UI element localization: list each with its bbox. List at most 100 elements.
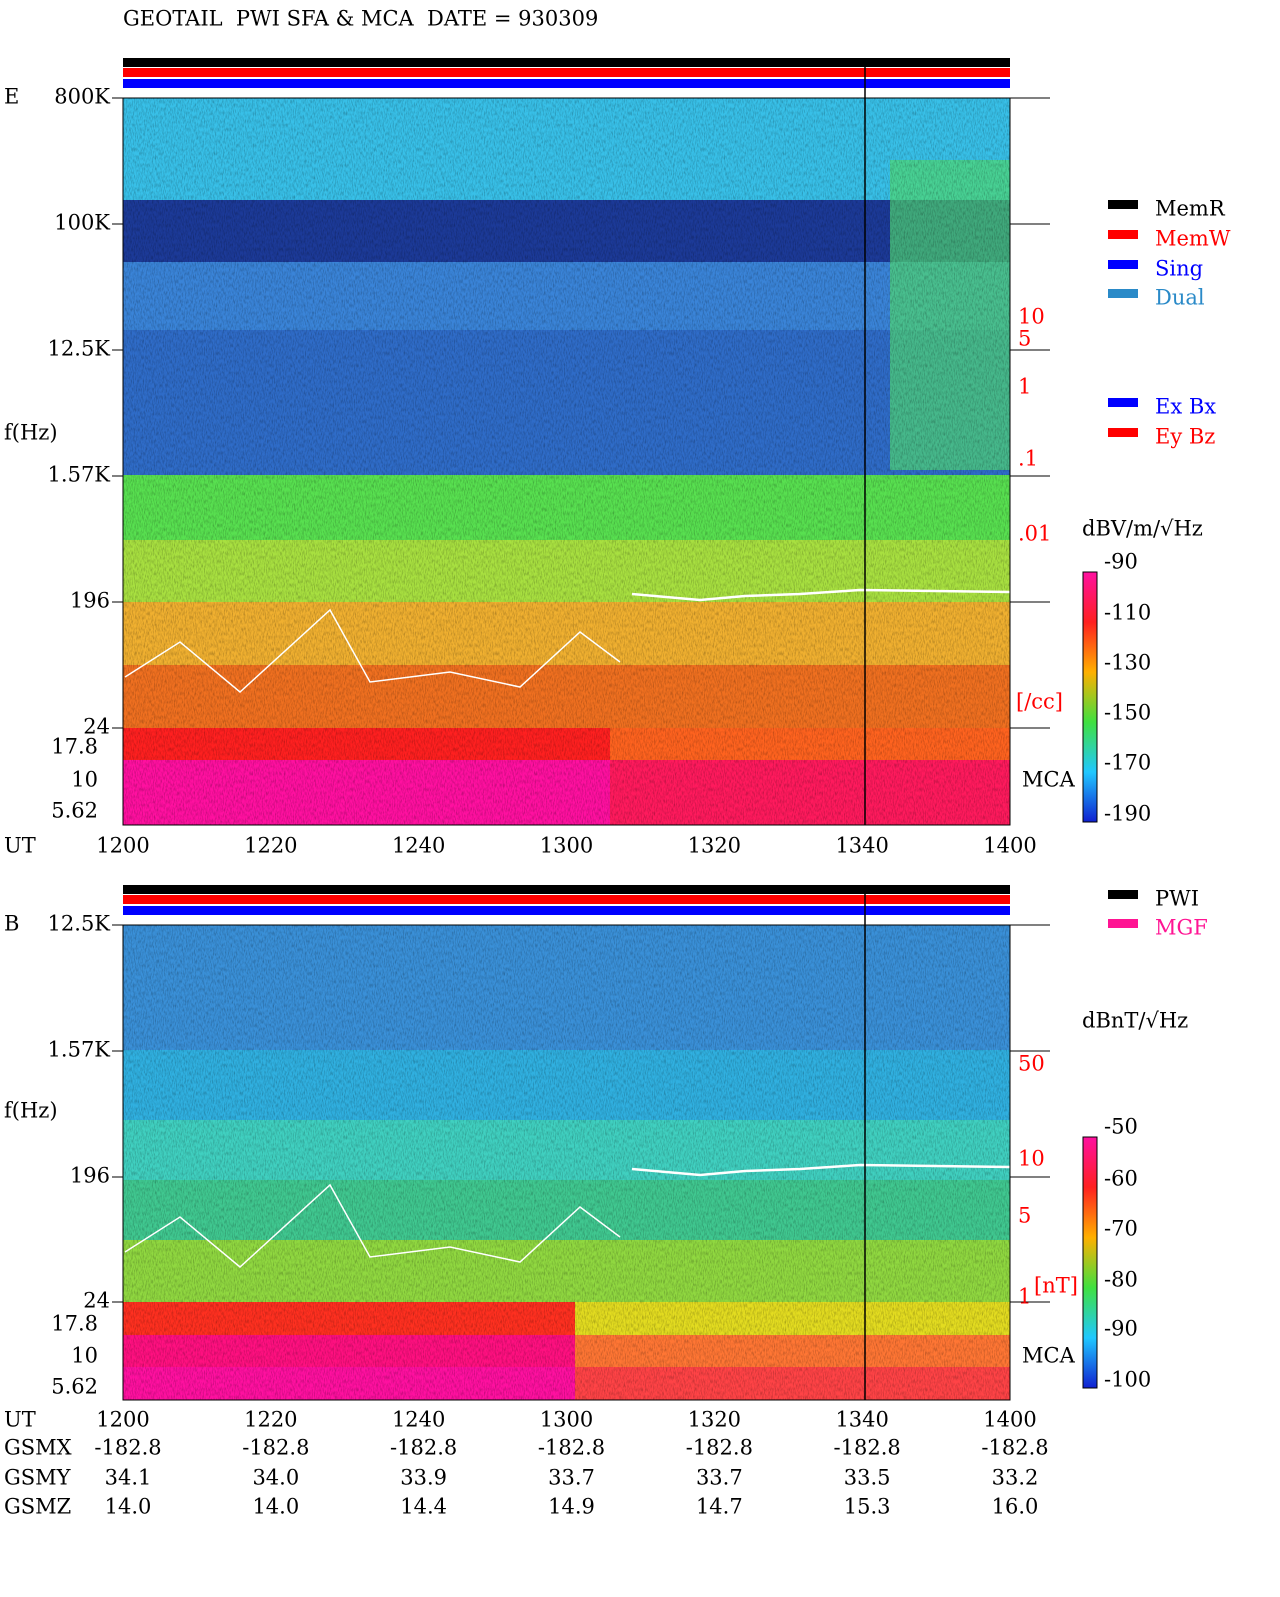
x-tick-label: 1320 <box>688 1408 741 1432</box>
y-tick-label: 1.57K <box>48 463 111 487</box>
orbit-value: 14.9 <box>548 1495 595 1519</box>
y-tick-label: 800K <box>54 85 110 109</box>
x-tick-label: 1320 <box>688 834 741 858</box>
orbit-value: 14.4 <box>400 1495 447 1519</box>
mca-tick-label: 17.8 <box>51 1312 98 1336</box>
mca-tick-label: 5.62 <box>51 1375 98 1399</box>
legend-label: PWI <box>1155 887 1199 911</box>
right-scale-label: 1 <box>1018 1285 1031 1309</box>
orbit-value: 33.9 <box>400 1466 447 1490</box>
right-scale-label: .1 <box>1018 447 1038 471</box>
y-tick-label: 24 <box>83 715 110 739</box>
orbit-value: -182.8 <box>834 1436 901 1460</box>
legend-swatch <box>1108 398 1138 407</box>
legend-swatch <box>1108 230 1138 239</box>
orbit-value: 14.7 <box>696 1495 743 1519</box>
orbit-value: -182.8 <box>981 1436 1048 1460</box>
y-tick-label: 12.5K <box>48 337 111 361</box>
colorbar-tick-label: -70 <box>1104 1217 1138 1241</box>
right-scale-unit: [/cc] <box>1016 690 1063 714</box>
right-scale-label: 10 <box>1018 305 1045 329</box>
x-tick-label: 1200 <box>96 1408 149 1432</box>
orbit-value: 16.0 <box>992 1495 1039 1519</box>
x-tick-label: 1300 <box>540 1408 593 1432</box>
legend-swatch <box>1108 200 1138 209</box>
colorbar-tick-label: -130 <box>1104 651 1151 675</box>
right-scale-label: 1 <box>1018 375 1031 399</box>
colorbar-title: dBnT/√Hz <box>1082 1009 1188 1033</box>
y-tick-label: 196 <box>70 589 110 613</box>
mca-tick-label: 5.62 <box>51 799 98 823</box>
plot-frame <box>122 97 1011 826</box>
colorbar <box>1082 571 1098 823</box>
orbit-value: 34.0 <box>252 1466 299 1490</box>
trace <box>124 608 621 693</box>
spectrogram-noise <box>123 925 1010 1400</box>
orbit-value: -182.8 <box>390 1436 457 1460</box>
trace <box>124 1183 621 1268</box>
right-scale-unit: [nT] <box>1034 1274 1078 1298</box>
right-scale-label: 50 <box>1018 1052 1045 1076</box>
legend-label: Ex Bx <box>1155 395 1216 419</box>
orbit-value: -182.8 <box>538 1436 605 1460</box>
status-bar <box>123 58 1010 67</box>
x-tick-label: 1400 <box>983 834 1036 858</box>
right-scale-label: 5 <box>1018 1204 1031 1228</box>
colorbar-tick-label: -170 <box>1104 751 1151 775</box>
y-tick-label: 24 <box>83 1289 110 1313</box>
legend-swatch <box>1108 428 1138 437</box>
colorbar-tick-label: -190 <box>1104 802 1151 826</box>
spectrogram-noise <box>123 98 1010 825</box>
orbit-label: GSMX <box>4 1436 72 1460</box>
colorbar-tick-label: -100 <box>1104 1368 1151 1392</box>
x-tick-label: 1240 <box>392 1408 445 1432</box>
orbit-value: 33.2 <box>992 1466 1039 1490</box>
colorbar-tick-label: -50 <box>1104 1115 1138 1139</box>
colorbar <box>1082 1136 1098 1389</box>
time-label: UT <box>4 1408 36 1432</box>
colorbar-tick-label: -150 <box>1104 701 1151 725</box>
panel-label: E <box>4 85 19 109</box>
x-tick-label: 1340 <box>835 834 888 858</box>
mca-label: MCA <box>1022 1344 1076 1368</box>
y-tick-label: 100K <box>54 211 110 235</box>
orbit-label: GSMZ <box>4 1495 71 1519</box>
status-bar <box>123 895 1010 904</box>
orbit-value: -182.8 <box>686 1436 753 1460</box>
trace <box>631 1163 1011 1177</box>
x-tick-label: 1340 <box>835 1408 888 1432</box>
legend-label: Sing <box>1155 257 1203 281</box>
mca-tick-label: 17.8 <box>51 735 98 759</box>
legend-swatch <box>1108 260 1138 269</box>
legend-label: MemR <box>1155 197 1226 221</box>
status-bar <box>123 906 1010 915</box>
right-scale-label: 10 <box>1018 1147 1045 1171</box>
time-label: UT <box>4 834 36 858</box>
trace <box>631 588 1011 602</box>
right-scale-label: 5 <box>1018 327 1031 351</box>
orbit-value: -182.8 <box>242 1436 309 1460</box>
orbit-value: -182.8 <box>94 1436 161 1460</box>
y-tick-label: 12.5K <box>48 912 111 936</box>
y-tick-label: 196 <box>70 1164 110 1188</box>
y-axis-label: f(Hz) <box>4 1099 58 1123</box>
legend-swatch <box>1108 289 1138 298</box>
y-tick-label: 1.57K <box>48 1038 111 1062</box>
y-axis-label: f(Hz) <box>4 421 58 445</box>
orbit-value: 33.7 <box>548 1466 595 1490</box>
legend-label: Ey Bz <box>1155 425 1215 449</box>
colorbar-tick-label: -60 <box>1104 1167 1138 1191</box>
orbit-value: 14.0 <box>252 1495 299 1519</box>
x-tick-label: 1240 <box>392 834 445 858</box>
legend-swatch <box>1108 890 1138 899</box>
plot-frame <box>122 924 1011 1401</box>
orbit-value: 34.1 <box>105 1466 152 1490</box>
status-bar <box>123 68 1010 77</box>
mca-label: MCA <box>1022 768 1076 792</box>
legend-swatch <box>1108 919 1138 928</box>
mca-tick-label: 10 <box>71 768 98 792</box>
orbit-label: GSMY <box>4 1466 72 1490</box>
legend-label: MGF <box>1155 916 1208 940</box>
x-tick-label: 1400 <box>983 1408 1036 1432</box>
panel-label: B <box>4 912 19 936</box>
